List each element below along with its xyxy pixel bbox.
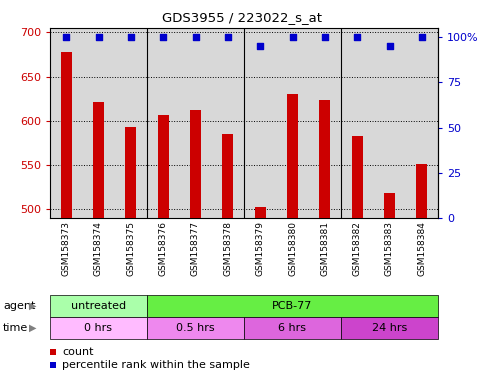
Text: ▶: ▶ (29, 323, 37, 333)
Point (192, 34, 199, 40)
Text: time: time (3, 323, 28, 333)
Bar (255, 207, 266, 218)
Bar (222, 134, 233, 218)
Point (224, 34, 232, 40)
Point (385, 43, 393, 49)
Bar (125, 127, 137, 218)
Point (127, 34, 135, 40)
Point (321, 34, 329, 40)
Bar (384, 193, 395, 218)
Point (256, 43, 264, 49)
Text: ▶: ▶ (29, 301, 37, 311)
Point (418, 34, 426, 40)
Text: 24 hrs: 24 hrs (372, 323, 407, 333)
Bar (416, 164, 427, 218)
Text: 0.5 hrs: 0.5 hrs (176, 323, 215, 333)
Text: 6 hrs: 6 hrs (279, 323, 307, 333)
Text: percentile rank within the sample: percentile rank within the sample (62, 360, 250, 370)
Text: agent: agent (3, 301, 35, 311)
Bar (319, 101, 330, 218)
Bar (352, 136, 363, 218)
Text: 0 hrs: 0 hrs (85, 323, 113, 333)
Bar (60, 52, 72, 218)
Text: count: count (62, 347, 94, 357)
Point (95, 34, 102, 40)
Point (159, 34, 167, 40)
Bar (287, 94, 298, 218)
Bar (190, 110, 201, 218)
Text: untreated: untreated (71, 301, 126, 311)
Point (62, 34, 70, 40)
Text: PCB-77: PCB-77 (272, 301, 313, 311)
Point (353, 34, 361, 40)
Text: GDS3955 / 223022_s_at: GDS3955 / 223022_s_at (161, 12, 322, 25)
Bar (157, 116, 169, 218)
Point (289, 34, 297, 40)
Bar (93, 102, 104, 218)
